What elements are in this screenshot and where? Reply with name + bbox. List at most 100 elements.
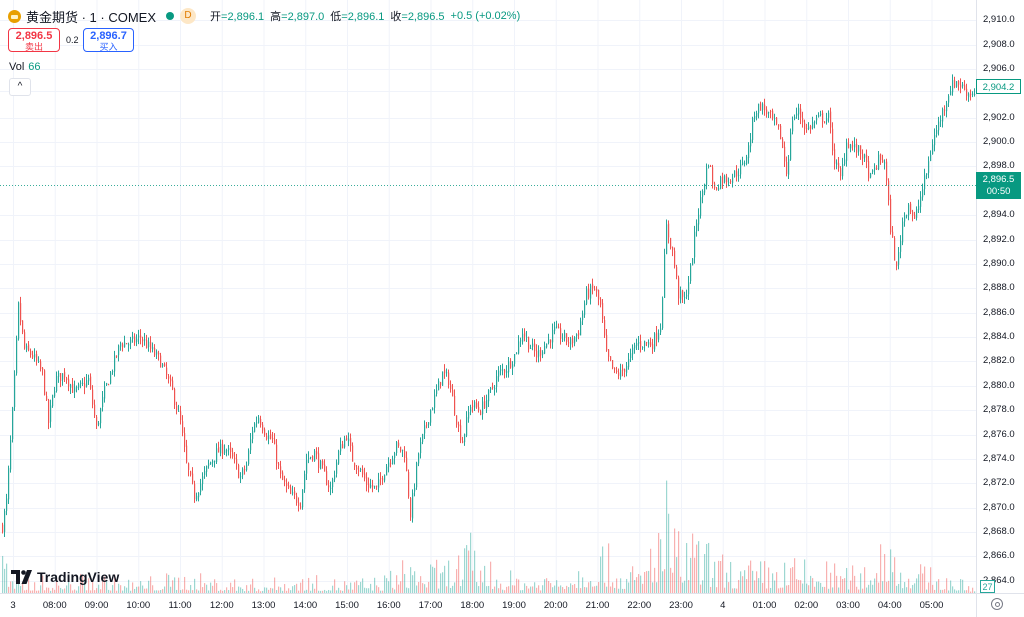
volume-bar bbox=[186, 589, 188, 593]
candle-body bbox=[404, 451, 406, 458]
candle-body bbox=[266, 435, 268, 440]
volume-bar bbox=[676, 557, 678, 593]
volume-bar bbox=[824, 586, 826, 593]
volume-bar bbox=[962, 579, 964, 593]
volume-bar bbox=[800, 580, 802, 593]
volume-bar bbox=[874, 578, 876, 593]
tradingview-logo[interactable]: TradingView bbox=[11, 569, 119, 585]
volume-bar bbox=[960, 579, 962, 593]
time-tick-label: 04:00 bbox=[877, 600, 902, 611]
candle-body bbox=[754, 115, 756, 119]
candle-body bbox=[828, 112, 830, 118]
volume-bar bbox=[242, 588, 244, 593]
candle-body bbox=[512, 364, 514, 369]
candle-body bbox=[716, 187, 718, 190]
candle-body bbox=[832, 128, 834, 151]
volume-bar bbox=[372, 590, 374, 593]
volume-bar bbox=[84, 579, 86, 593]
volume-bar bbox=[448, 560, 450, 593]
candle-body bbox=[200, 483, 202, 492]
volume-bar bbox=[30, 590, 32, 593]
candle-body bbox=[218, 447, 220, 453]
candle-body bbox=[104, 386, 106, 399]
volume-bar bbox=[640, 575, 642, 593]
candle-body bbox=[910, 203, 912, 212]
volume-bar bbox=[826, 561, 828, 593]
volume-bar bbox=[322, 590, 324, 593]
candle-body bbox=[74, 387, 76, 392]
volume-bar bbox=[584, 587, 586, 593]
volume-bar bbox=[506, 586, 508, 593]
volume-bar bbox=[176, 589, 178, 593]
candle-body bbox=[960, 84, 962, 88]
candle-body bbox=[534, 343, 536, 352]
volume-bar bbox=[124, 586, 126, 593]
collapse-legend-button[interactable]: ^ bbox=[9, 78, 31, 96]
candle-body bbox=[288, 485, 290, 488]
volume-bar bbox=[528, 588, 530, 593]
candle-body bbox=[814, 121, 816, 123]
candle-body bbox=[170, 378, 172, 382]
volume-bar bbox=[224, 590, 226, 593]
candle-body bbox=[578, 332, 580, 336]
volume-bar bbox=[480, 570, 482, 593]
candle-body bbox=[560, 328, 562, 339]
volume-bar bbox=[472, 570, 474, 593]
candle-body bbox=[214, 460, 216, 463]
volume-bar bbox=[238, 586, 240, 593]
candle-body bbox=[724, 175, 726, 183]
sell-button[interactable]: 2,896.5 卖出 bbox=[8, 28, 60, 52]
candle-body bbox=[54, 390, 56, 397]
settings-gear-icon[interactable] bbox=[991, 598, 1003, 610]
candle-body bbox=[490, 387, 492, 390]
candle-body bbox=[342, 444, 344, 449]
candle-body bbox=[128, 344, 130, 346]
volume-bar bbox=[118, 583, 120, 593]
volume-bar bbox=[320, 590, 322, 593]
volume-bar bbox=[566, 585, 568, 593]
candle-body bbox=[612, 360, 614, 369]
candle-body bbox=[700, 197, 702, 216]
candle-body bbox=[856, 143, 858, 153]
candle-body bbox=[608, 349, 610, 357]
volume-bar bbox=[688, 580, 690, 593]
volume-value: 66 bbox=[28, 61, 41, 73]
volume-bar bbox=[776, 572, 778, 593]
time-tick-label: 08:00 bbox=[42, 600, 67, 611]
candle-body bbox=[56, 376, 58, 392]
candle-body bbox=[820, 113, 822, 115]
buy-button[interactable]: 2,896.7 买入 bbox=[83, 28, 134, 52]
candle-body bbox=[706, 168, 708, 185]
volume-bar bbox=[578, 571, 580, 593]
volume-bar bbox=[142, 585, 144, 593]
volume-bar bbox=[792, 567, 794, 593]
volume-bar bbox=[544, 579, 546, 593]
candle-body bbox=[38, 360, 40, 362]
candle-body bbox=[822, 112, 824, 122]
volume-bar bbox=[68, 578, 70, 593]
timeframe-badge[interactable]: D bbox=[180, 8, 197, 24]
candle-body bbox=[204, 470, 206, 475]
candle-body bbox=[600, 299, 602, 305]
volume-legend[interactable]: Vol 66 bbox=[9, 61, 41, 73]
candle-body bbox=[156, 351, 158, 355]
volume-bar bbox=[146, 588, 148, 593]
candle-body bbox=[456, 415, 458, 425]
volume-bar bbox=[912, 584, 914, 593]
candle-body bbox=[70, 384, 72, 388]
volume-bar bbox=[714, 561, 716, 593]
symbol-name[interactable]: 黄金期货 · 1 · COMEX bbox=[26, 9, 157, 25]
candle-body bbox=[624, 369, 626, 372]
candle-body bbox=[914, 214, 916, 219]
volume-bar bbox=[98, 584, 100, 593]
volume-bar bbox=[692, 533, 694, 593]
volume-bar bbox=[644, 572, 646, 593]
candle-body bbox=[364, 473, 366, 479]
candle-body bbox=[574, 336, 576, 344]
candle-body bbox=[670, 237, 672, 249]
volume-bar bbox=[296, 583, 298, 593]
candle-body bbox=[498, 370, 500, 377]
candle-body bbox=[350, 438, 352, 447]
candle-body bbox=[116, 355, 118, 357]
